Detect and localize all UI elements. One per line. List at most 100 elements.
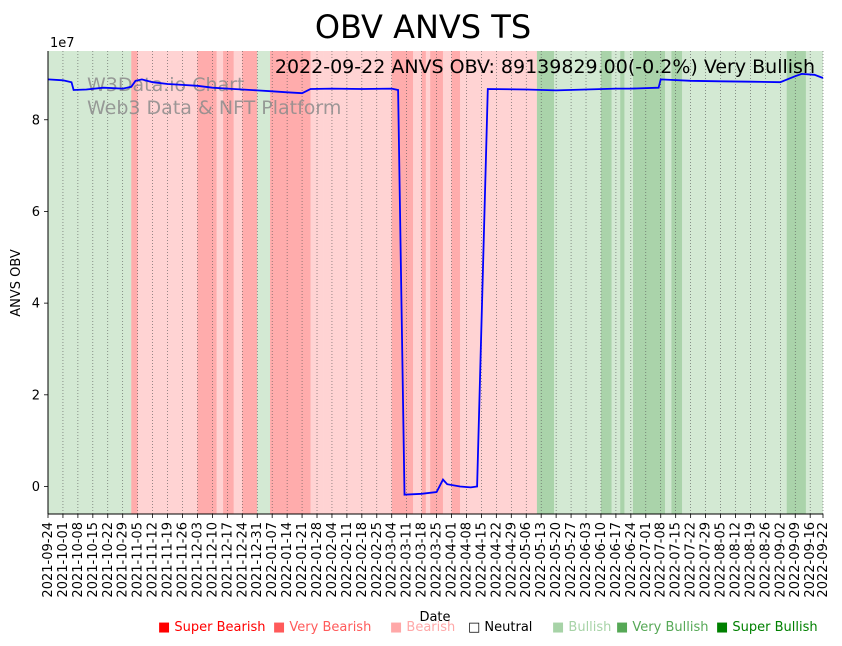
x-tick-label-23: 2022-03-04 bbox=[385, 522, 400, 598]
sentiment-band-7 bbox=[242, 51, 258, 514]
sentiment-band-6 bbox=[233, 51, 243, 514]
x-axis-label: Date bbox=[419, 610, 450, 625]
x-tick-label-12: 2021-12-17 bbox=[220, 522, 235, 598]
watermark-line-2: Web3 Data & NFT Platform bbox=[87, 97, 341, 119]
x-tick-label-25: 2022-03-18 bbox=[415, 522, 430, 598]
x-tick-label-21: 2022-02-18 bbox=[355, 522, 370, 598]
x-tick-label-26: 2022-03-25 bbox=[430, 522, 445, 598]
sentiment-band-29 bbox=[682, 51, 708, 514]
sentiment-band-11 bbox=[323, 51, 392, 514]
sentiment-band-20 bbox=[536, 51, 554, 514]
y-axis-label: ANVS OBV bbox=[9, 249, 24, 317]
legend-item-very-bearish: ■ Very Bearish bbox=[273, 620, 372, 635]
sentiment-band-18 bbox=[451, 51, 461, 514]
sentiment-band-26 bbox=[632, 51, 666, 514]
x-tick-label-45: 2022-08-05 bbox=[714, 522, 729, 598]
x-tick-label-20: 2022-02-11 bbox=[340, 522, 355, 598]
sentiment-band-30 bbox=[707, 51, 787, 514]
x-tick-label-30: 2022-04-22 bbox=[489, 522, 504, 598]
watermark: W3Data.io Chart Web3 Data & NFT Platform bbox=[87, 74, 341, 119]
x-tick-label-13: 2021-12-24 bbox=[235, 522, 250, 598]
sentiment-band-15 bbox=[425, 51, 431, 514]
sentiment-band-19 bbox=[460, 51, 537, 514]
x-tick-label-0: 2021-09-24 bbox=[41, 522, 56, 598]
x-tick-label-18: 2022-01-28 bbox=[310, 522, 325, 598]
sentiment-band-22 bbox=[600, 51, 612, 514]
x-tick-label-37: 2022-06-10 bbox=[594, 522, 609, 598]
x-tick-label-17: 2022-01-21 bbox=[295, 522, 310, 598]
sentiment-band-9 bbox=[270, 51, 311, 514]
x-tick-label-36: 2022-06-03 bbox=[579, 522, 594, 598]
y-tick-label-2: 4 bbox=[32, 297, 40, 312]
axes: 2021-09-24 2021-10-01 2021-10-08 2021-10-15… bbox=[32, 51, 831, 598]
sentiment-legend: ■ Super Bearish ■ Very Bearish ■ Bearish □ … bbox=[0, 620, 842, 638]
x-tick-label-48: 2022-08-26 bbox=[758, 522, 773, 598]
x-tick-label-7: 2021-11-12 bbox=[146, 522, 161, 598]
x-tick-label-27: 2022-04-01 bbox=[445, 522, 460, 598]
x-tick-label-50: 2022-09-09 bbox=[788, 522, 803, 598]
x-tick-label-8: 2021-11-19 bbox=[161, 522, 176, 598]
x-tick-label-16: 2022-01-14 bbox=[280, 522, 295, 598]
sentiment-band-8 bbox=[257, 51, 271, 514]
x-tick-label-28: 2022-04-08 bbox=[459, 522, 474, 598]
legend-item-neutral: □ Neutral bbox=[468, 620, 533, 635]
x-tick-label-40: 2022-07-01 bbox=[639, 522, 654, 598]
x-tick-label-34: 2022-05-20 bbox=[549, 522, 564, 598]
x-tick-label-52: 2022-09-22 bbox=[816, 522, 831, 598]
x-tick-label-49: 2022-09-02 bbox=[773, 522, 788, 598]
x-tick-label-11: 2021-12-10 bbox=[205, 522, 220, 598]
sentiment-band-13 bbox=[413, 51, 422, 514]
sentiment-band-5 bbox=[223, 51, 234, 514]
legend-item-super-bearish: ■ Super Bearish bbox=[158, 620, 266, 635]
x-tick-label-6: 2021-11-05 bbox=[131, 522, 146, 598]
chart-title: OBV ANVS TS bbox=[315, 8, 531, 46]
sentiment-band-21 bbox=[553, 51, 601, 514]
watermark-line-1: W3Data.io Chart bbox=[87, 74, 244, 96]
sentiment-band-24 bbox=[620, 51, 625, 514]
sentiment-band-32 bbox=[805, 51, 823, 514]
sentiment-band-3 bbox=[197, 51, 217, 514]
x-tick-label-29: 2022-04-15 bbox=[474, 522, 489, 598]
legend-item-super-bullish: ■ Super Bullish bbox=[716, 620, 818, 635]
x-tick-label-33: 2022-05-13 bbox=[534, 522, 549, 598]
x-tick-label-47: 2022-08-19 bbox=[743, 522, 758, 598]
x-tick-label-51: 2022-09-16 bbox=[803, 522, 818, 598]
x-tick-label-14: 2021-12-31 bbox=[250, 522, 265, 598]
x-tick-label-4: 2021-10-22 bbox=[101, 522, 116, 598]
x-tick-label-22: 2022-02-25 bbox=[370, 522, 385, 598]
x-tick-label-32: 2022-05-06 bbox=[519, 522, 534, 598]
sentiment-band-14 bbox=[421, 51, 426, 514]
x-tick-label-44: 2022-07-29 bbox=[699, 522, 714, 598]
y-multiplier-label: 1e7 bbox=[50, 36, 75, 51]
x-tick-label-31: 2022-04-29 bbox=[504, 522, 519, 598]
x-tick-label-1: 2021-10-01 bbox=[56, 522, 71, 598]
x-tick-label-9: 2021-11-26 bbox=[176, 522, 191, 598]
x-tick-label-39: 2022-06-24 bbox=[624, 522, 639, 598]
legend-item-bearish: ■ Bearish bbox=[390, 620, 456, 635]
x-tick-label-5: 2021-10-29 bbox=[116, 522, 131, 598]
sentiment-band-27 bbox=[665, 51, 672, 514]
sentiment-bands bbox=[48, 51, 823, 514]
x-tick-label-10: 2021-12-03 bbox=[190, 522, 205, 598]
sentiment-band-28 bbox=[671, 51, 683, 514]
y-tick-label-4: 8 bbox=[32, 113, 40, 128]
x-tick-label-41: 2022-07-08 bbox=[654, 522, 669, 598]
x-tick-label-38: 2022-06-17 bbox=[609, 522, 624, 598]
x-tick-label-35: 2022-05-27 bbox=[564, 522, 579, 598]
y-tick-label-0: 0 bbox=[32, 480, 40, 495]
vertical-grid bbox=[47, 51, 824, 514]
x-tick-label-42: 2022-07-15 bbox=[669, 522, 684, 598]
legend-item-very-bullish: ■ Very Bullish bbox=[616, 620, 709, 635]
sentiment-band-1 bbox=[131, 51, 138, 514]
sentiment-band-17 bbox=[442, 51, 452, 514]
x-tick-label-43: 2022-07-22 bbox=[684, 522, 699, 598]
x-tick-label-2: 2021-10-08 bbox=[71, 522, 86, 598]
x-tick-label-3: 2021-10-15 bbox=[86, 522, 101, 598]
sentiment-band-12 bbox=[391, 51, 414, 514]
y-tick-label-1: 2 bbox=[32, 388, 40, 403]
sentiment-band-0 bbox=[48, 51, 132, 514]
x-tick-label-24: 2022-03-11 bbox=[400, 522, 415, 598]
y-tick-label-3: 6 bbox=[32, 205, 40, 220]
chart-subtitle: 2022-09-22 ANVS OBV: 89139829.00(-0.2%) … bbox=[275, 56, 815, 78]
